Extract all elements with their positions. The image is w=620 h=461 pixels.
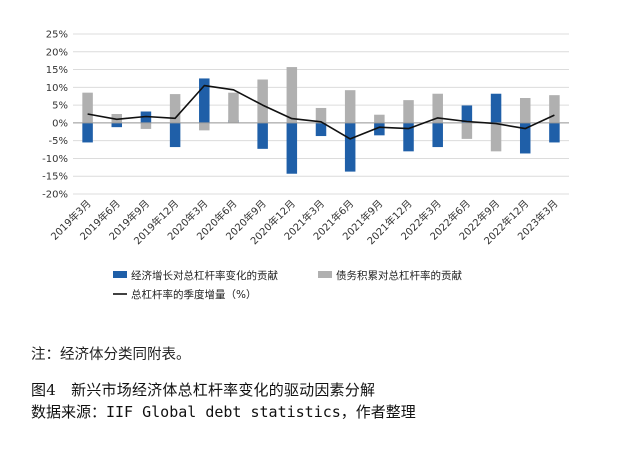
bar-gray <box>315 107 327 123</box>
y-tick-label: 15% <box>46 65 68 76</box>
bar-gray <box>199 122 210 131</box>
x-axis-ticks: 2019年3月2019年6月2019年9月2019年12月2020年3月2020… <box>48 197 561 247</box>
bar-gray <box>169 94 181 123</box>
bar-blue <box>374 122 385 136</box>
legend-label-line: 总杠杆率的季度增量（%） <box>131 288 256 301</box>
line-series <box>87 84 555 140</box>
legend-label-gray: 债务积累对总杠杆率的贡献 <box>336 269 462 282</box>
bar-blue <box>403 122 414 152</box>
bar-gray <box>519 98 531 123</box>
bar-blue <box>315 122 327 137</box>
y-axis-ticks: 25% 20% 15% 10% 5% 0% -5% -10% -15% -20% <box>42 30 68 201</box>
bar-gray <box>82 92 93 123</box>
bar-gray <box>111 114 123 123</box>
bar-blue <box>82 122 93 143</box>
chart: 25% 20% 15% 10% 5% 0% -5% -10% -15% -20% 2019年3月2… <box>42 30 569 301</box>
y-tick-label: 0% <box>52 118 68 129</box>
bar-blue <box>549 122 560 143</box>
bar-blue <box>111 122 123 128</box>
bar-gray <box>286 67 298 123</box>
y-tick-label: -10% <box>42 154 68 165</box>
bar-gray <box>432 93 443 123</box>
y-tick-label: -20% <box>42 190 68 201</box>
bar-blue <box>199 78 210 123</box>
bar-blue <box>432 122 443 148</box>
y-tick-label: 5% <box>52 101 68 112</box>
bar-blue <box>286 122 298 174</box>
y-tick-label: 25% <box>46 30 68 41</box>
bar-blue <box>257 122 268 149</box>
bar-gray <box>374 114 385 123</box>
y-tick-label: -15% <box>42 172 68 183</box>
bar-gray <box>140 122 152 129</box>
bar-gray <box>549 95 560 123</box>
legend-label-blue: 经济增长对总杠杆率变化的贡献 <box>131 269 278 282</box>
y-tick-label: 10% <box>46 83 68 94</box>
bar-gray <box>403 100 414 123</box>
chart-note: 注：经济体分类同附表。 <box>31 347 191 363</box>
bar-gray <box>228 92 239 123</box>
bar-blue <box>490 93 502 123</box>
bar-gray <box>490 122 502 152</box>
legend: 经济增长对总杠杆率变化的贡献 债务积累对总杠杆率的贡献 总杠杆率的季度增量（%） <box>113 269 462 301</box>
bar-gray <box>461 122 473 139</box>
bar-blue <box>169 122 181 148</box>
legend-swatch-gray <box>318 271 332 278</box>
bar-gray <box>344 90 356 123</box>
bar-blue <box>519 122 531 154</box>
figure-title: 图4 新兴市场经济体总杠杆率变化的驱动因素分解 <box>31 381 376 399</box>
line-quarterly-change <box>87 84 555 140</box>
bars <box>82 67 560 174</box>
legend-swatch-blue <box>113 271 127 278</box>
bar-blue <box>344 122 356 172</box>
data-source: 数据来源：IIF Global debt statistics，作者整理 <box>31 403 416 421</box>
y-tick-label: 20% <box>46 47 68 58</box>
bar-blue <box>461 105 473 123</box>
y-tick-label: -5% <box>49 136 68 147</box>
bar-gray <box>257 79 268 123</box>
